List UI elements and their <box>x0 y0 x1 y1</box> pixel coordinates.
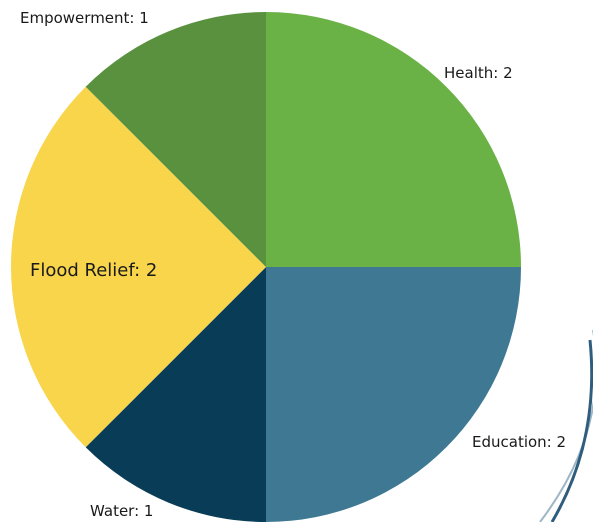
pie-labels: Health: 2 Education: 2 Water: 1 Flood Relie… <box>20 9 566 520</box>
pie-slice-health <box>266 12 521 267</box>
corner-swoosh-decoration <box>539 330 593 522</box>
pie-slices <box>11 12 521 522</box>
pie-label-health: Health: 2 <box>444 64 513 82</box>
pie-slice-empowerment <box>85 12 266 267</box>
pie-label-water: Water: 1 <box>90 502 153 520</box>
pie-label-empowerment: Empowerment: 1 <box>20 9 149 27</box>
pie-label-education: Education: 2 <box>472 433 566 451</box>
pie-slice-flood-relief <box>11 86 267 448</box>
pie-label-flood-relief: Flood Relief: 2 <box>30 260 157 281</box>
pie-slice-water <box>85 267 266 522</box>
pie-slice-education <box>266 267 521 522</box>
